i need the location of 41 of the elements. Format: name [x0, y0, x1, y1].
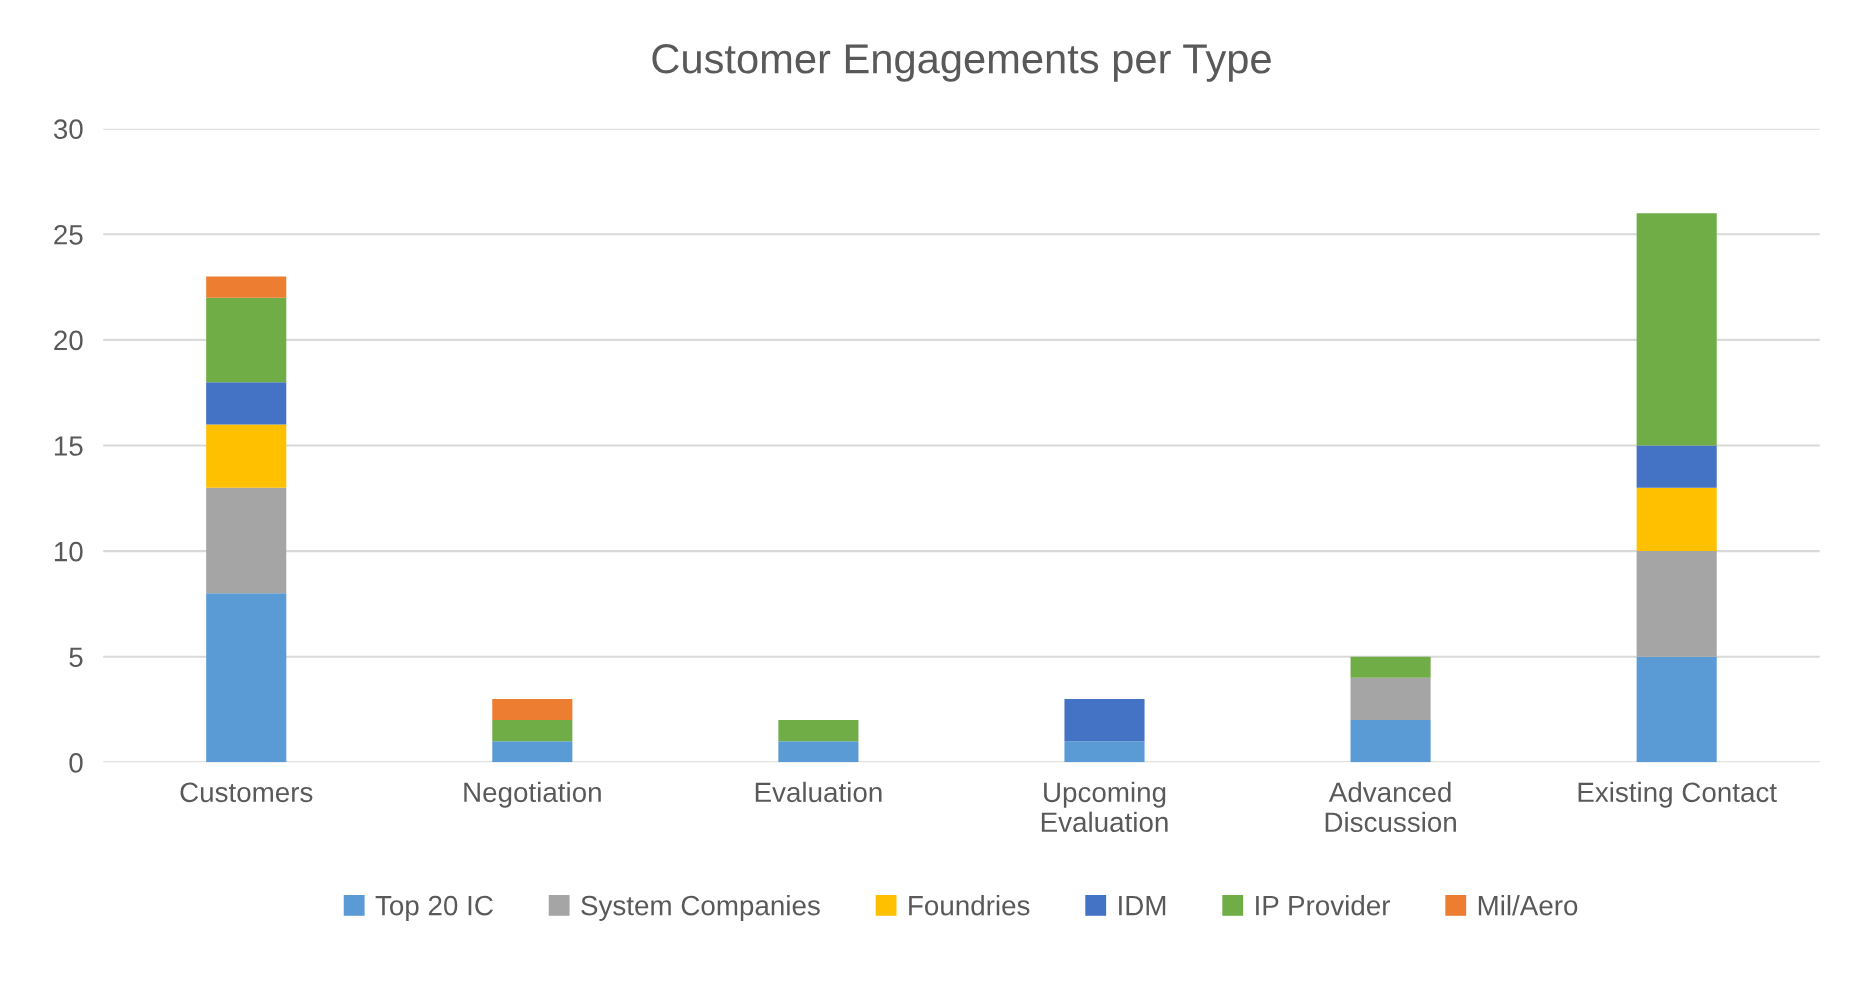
- bar: [1636, 213, 1717, 446]
- y-tick-label: 15: [54, 436, 83, 456]
- bar: [1064, 741, 1145, 763]
- y-tick-label: 10: [54, 541, 83, 562]
- x-tick-label: Negotiation: [464, 781, 601, 808]
- x-tick-label: Customers: [180, 782, 313, 803]
- chart-title: Customer Engagements per Type: [652, 44, 1271, 82]
- bar: [1636, 487, 1717, 552]
- bar: [492, 741, 573, 763]
- bar: [778, 741, 859, 763]
- bar: [1350, 656, 1431, 678]
- bar: [1350, 677, 1431, 721]
- bar: [1064, 698, 1145, 742]
- y-tick-label: 5: [69, 647, 83, 668]
- bar: [1636, 445, 1717, 488]
- legend-label: Mil/Aero: [1478, 895, 1578, 916]
- bar: [1350, 720, 1431, 763]
- bar: [206, 382, 287, 425]
- bar: [1636, 551, 1717, 657]
- bar: [206, 424, 287, 488]
- x-tick-label: Evaluation: [755, 781, 882, 803]
- bar: [206, 487, 287, 594]
- bar: [1636, 656, 1717, 763]
- legend-label: Top 20 IC: [375, 895, 493, 921]
- legend-label: IP Provider: [1256, 895, 1391, 916]
- bar: [492, 698, 573, 721]
- bar: [778, 720, 859, 742]
- y-tick-label: 20: [54, 330, 83, 351]
- y-tick-label: 25: [54, 224, 83, 245]
- legend-label: IDM: [1119, 896, 1166, 916]
- y-tick-label: 30: [53, 119, 83, 140]
- legend-label: System Companies: [581, 895, 820, 921]
- x-tick-label: Advanced Discussion: [1325, 781, 1456, 833]
- legend-label: Foundries: [909, 895, 1030, 916]
- x-tick-label: Existing Contact: [1578, 781, 1777, 808]
- x-tick-label: Upcoming Evaluation: [1041, 781, 1168, 833]
- y-tick-label: 0: [69, 752, 83, 773]
- bar: [206, 297, 287, 383]
- bar: [206, 276, 287, 298]
- bar: [206, 593, 287, 763]
- bar: [492, 720, 573, 742]
